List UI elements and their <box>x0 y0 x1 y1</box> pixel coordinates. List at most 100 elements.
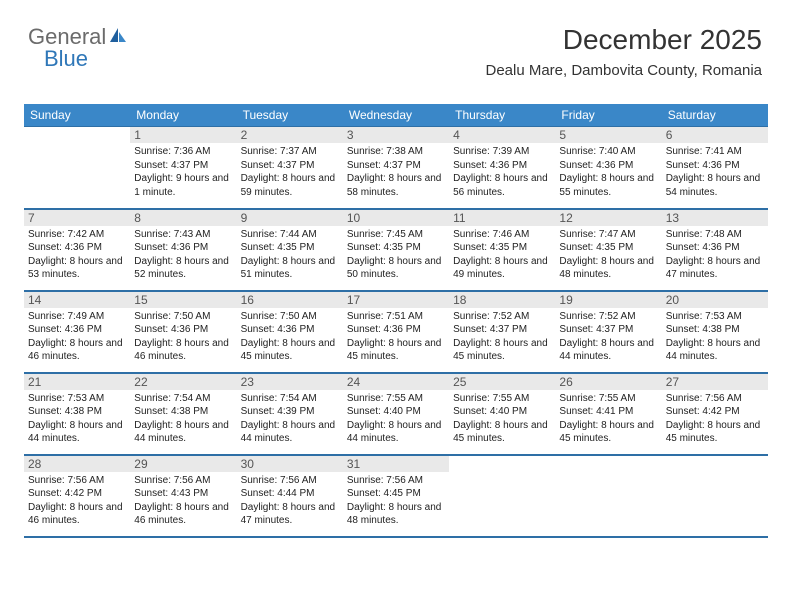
day-info: Sunrise: 7:46 AMSunset: 4:35 PMDaylight:… <box>453 228 551 282</box>
calendar-day-cell: 1 Sunrise: 7:36 AMSunset: 4:37 PMDaylight… <box>130 127 236 209</box>
day-number: 11 <box>449 210 555 226</box>
day-info: Sunrise: 7:55 AMSunset: 4:41 PMDaylight:… <box>559 392 657 446</box>
calendar-week-row: 14 Sunrise: 7:49 AMSunset: 4:36 PMDayligh… <box>24 291 768 373</box>
calendar-day-cell: 9Sunrise: 7:44 AMSunset: 4:35 PMDaylight… <box>237 209 343 291</box>
page-title-block: December 2025 Dealu Mare, Dambovita Coun… <box>485 24 762 79</box>
calendar-day-cell: 8 Sunrise: 7:43 AMSunset: 4:36 PMDaylight… <box>130 209 236 291</box>
calendar-day-cell: 11 Sunrise: 7:46 AMSunset: 4:35 PMDayligh… <box>449 209 555 291</box>
day-info: Sunrise: 7:49 AMSunset: 4:36 PMDaylight:… <box>28 310 126 364</box>
day-number: 30 <box>237 456 343 472</box>
calendar-week-row: 1 Sunrise: 7:36 AMSunset: 4:37 PMDaylight… <box>24 127 768 209</box>
day-number: 15 <box>130 292 236 308</box>
day-number: 6 <box>662 127 768 143</box>
day-info: Sunrise: 7:40 AMSunset: 4:36 PMDaylight:… <box>559 145 657 199</box>
day-number: 18 <box>449 292 555 308</box>
day-number: 8 <box>130 210 236 226</box>
day-info: Sunrise: 7:38 AMSunset: 4:37 PMDaylight:… <box>347 145 445 199</box>
calendar-day-cell: 12 Sunrise: 7:47 AMSunset: 4:35 PMDayligh… <box>555 209 661 291</box>
calendar-day-cell: 16Sunrise: 7:50 AMSunset: 4:36 PMDayligh… <box>237 291 343 373</box>
day-info: Sunrise: 7:55 AMSunset: 4:40 PMDaylight:… <box>453 392 551 446</box>
day-info: Sunrise: 7:39 AMSunset: 4:36 PMDaylight:… <box>453 145 551 199</box>
day-number: 29 <box>130 456 236 472</box>
day-number: 22 <box>130 374 236 390</box>
day-number: 2 <box>237 127 343 143</box>
location-subtitle: Dealu Mare, Dambovita County, Romania <box>485 62 762 79</box>
day-info: Sunrise: 7:53 AMSunset: 4:38 PMDaylight:… <box>28 392 126 446</box>
calendar-empty-cell <box>449 455 555 537</box>
calendar-day-cell: 28 Sunrise: 7:56 AMSunset: 4:42 PMDayligh… <box>24 455 130 537</box>
day-number: 27 <box>662 374 768 390</box>
day-info: Sunrise: 7:56 AMSunset: 4:42 PMDaylight:… <box>666 392 764 446</box>
day-header: Friday <box>555 104 661 127</box>
day-header: Thursday <box>449 104 555 127</box>
day-info: Sunrise: 7:54 AMSunset: 4:38 PMDaylight:… <box>134 392 232 446</box>
day-info: Sunrise: 7:51 AMSunset: 4:36 PMDaylight:… <box>347 310 445 364</box>
day-info: Sunrise: 7:53 AMSunset: 4:38 PMDaylight:… <box>666 310 764 364</box>
calendar-day-cell: 15 Sunrise: 7:50 AMSunset: 4:36 PMDayligh… <box>130 291 236 373</box>
calendar-week-row: 21 Sunrise: 7:53 AMSunset: 4:38 PMDayligh… <box>24 373 768 455</box>
calendar-day-cell: 5 Sunrise: 7:40 AMSunset: 4:36 PMDaylight… <box>555 127 661 209</box>
calendar-day-cell: 23Sunrise: 7:54 AMSunset: 4:39 PMDayligh… <box>237 373 343 455</box>
calendar-day-cell: 18 Sunrise: 7:52 AMSunset: 4:37 PMDayligh… <box>449 291 555 373</box>
calendar-day-cell: 22 Sunrise: 7:54 AMSunset: 4:38 PMDayligh… <box>130 373 236 455</box>
day-number: 20 <box>662 292 768 308</box>
brand-sail-icon <box>109 26 127 44</box>
calendar-day-cell: 30 Sunrise: 7:56 AMSunset: 4:44 PMDayligh… <box>237 455 343 537</box>
day-info: Sunrise: 7:37 AMSunset: 4:37 PMDaylight:… <box>241 145 339 199</box>
day-number: 28 <box>24 456 130 472</box>
calendar-week-row: 28 Sunrise: 7:56 AMSunset: 4:42 PMDayligh… <box>24 455 768 537</box>
day-header: Sunday <box>24 104 130 127</box>
calendar-day-cell: 14 Sunrise: 7:49 AMSunset: 4:36 PMDayligh… <box>24 291 130 373</box>
day-info: Sunrise: 7:48 AMSunset: 4:36 PMDaylight:… <box>666 228 764 282</box>
day-number: 10 <box>343 210 449 226</box>
day-info: Sunrise: 7:44 AMSunset: 4:35 PMDaylight:… <box>241 228 339 282</box>
day-number: 13 <box>662 210 768 226</box>
calendar-day-cell: 21 Sunrise: 7:53 AMSunset: 4:38 PMDayligh… <box>24 373 130 455</box>
day-header: Saturday <box>662 104 768 127</box>
day-number: 16 <box>237 292 343 308</box>
calendar-day-cell: 25 Sunrise: 7:55 AMSunset: 4:40 PMDayligh… <box>449 373 555 455</box>
calendar-day-cell: 27 Sunrise: 7:56 AMSunset: 4:42 PMDayligh… <box>662 373 768 455</box>
day-info: Sunrise: 7:41 AMSunset: 4:36 PMDaylight:… <box>666 145 764 199</box>
day-info: Sunrise: 7:55 AMSunset: 4:40 PMDaylight:… <box>347 392 445 446</box>
calendar-day-cell: 3Sunrise: 7:38 AMSunset: 4:37 PMDaylight… <box>343 127 449 209</box>
day-number: 25 <box>449 374 555 390</box>
day-number: 14 <box>24 292 130 308</box>
calendar-day-cell: 19 Sunrise: 7:52 AMSunset: 4:37 PMDayligh… <box>555 291 661 373</box>
calendar-empty-cell <box>555 455 661 537</box>
day-number: 23 <box>237 374 343 390</box>
day-number: 5 <box>555 127 661 143</box>
calendar-day-cell: 6 Sunrise: 7:41 AMSunset: 4:36 PMDaylight… <box>662 127 768 209</box>
day-number: 4 <box>449 127 555 143</box>
calendar-day-cell: 17 Sunrise: 7:51 AMSunset: 4:36 PMDayligh… <box>343 291 449 373</box>
day-info: Sunrise: 7:56 AMSunset: 4:45 PMDaylight:… <box>347 474 445 528</box>
day-number: 24 <box>343 374 449 390</box>
calendar-day-cell: 2 Sunrise: 7:37 AMSunset: 4:37 PMDaylight… <box>237 127 343 209</box>
day-info: Sunrise: 7:56 AMSunset: 4:44 PMDaylight:… <box>241 474 339 528</box>
calendar-day-cell: 26Sunrise: 7:55 AMSunset: 4:41 PMDayligh… <box>555 373 661 455</box>
calendar-table: SundayMondayTuesdayWednesdayThursdayFrid… <box>24 104 768 538</box>
day-info: Sunrise: 7:36 AMSunset: 4:37 PMDaylight:… <box>134 145 232 199</box>
day-info: Sunrise: 7:56 AMSunset: 4:42 PMDaylight:… <box>28 474 126 528</box>
day-info: Sunrise: 7:47 AMSunset: 4:35 PMDaylight:… <box>559 228 657 282</box>
day-number: 17 <box>343 292 449 308</box>
brand-part2: Blue <box>44 46 88 72</box>
calendar-day-cell: 31Sunrise: 7:56 AMSunset: 4:45 PMDayligh… <box>343 455 449 537</box>
calendar-day-cell: 24 Sunrise: 7:55 AMSunset: 4:40 PMDayligh… <box>343 373 449 455</box>
calendar-day-cell: 29 Sunrise: 7:56 AMSunset: 4:43 PMDayligh… <box>130 455 236 537</box>
day-number: 21 <box>24 374 130 390</box>
day-info: Sunrise: 7:42 AMSunset: 4:36 PMDaylight:… <box>28 228 126 282</box>
day-header: Monday <box>130 104 236 127</box>
day-info: Sunrise: 7:50 AMSunset: 4:36 PMDaylight:… <box>134 310 232 364</box>
calendar-day-cell: 4 Sunrise: 7:39 AMSunset: 4:36 PMDaylight… <box>449 127 555 209</box>
calendar-empty-cell <box>662 455 768 537</box>
day-info: Sunrise: 7:56 AMSunset: 4:43 PMDaylight:… <box>134 474 232 528</box>
day-number: 1 <box>130 127 236 143</box>
day-info: Sunrise: 7:52 AMSunset: 4:37 PMDaylight:… <box>453 310 551 364</box>
day-info: Sunrise: 7:43 AMSunset: 4:36 PMDaylight:… <box>134 228 232 282</box>
calendar-week-row: 7Sunrise: 7:42 AMSunset: 4:36 PMDaylight… <box>24 209 768 291</box>
day-number: 12 <box>555 210 661 226</box>
calendar-body: 1 Sunrise: 7:36 AMSunset: 4:37 PMDaylight… <box>24 127 768 537</box>
day-info: Sunrise: 7:52 AMSunset: 4:37 PMDaylight:… <box>559 310 657 364</box>
day-number: 19 <box>555 292 661 308</box>
